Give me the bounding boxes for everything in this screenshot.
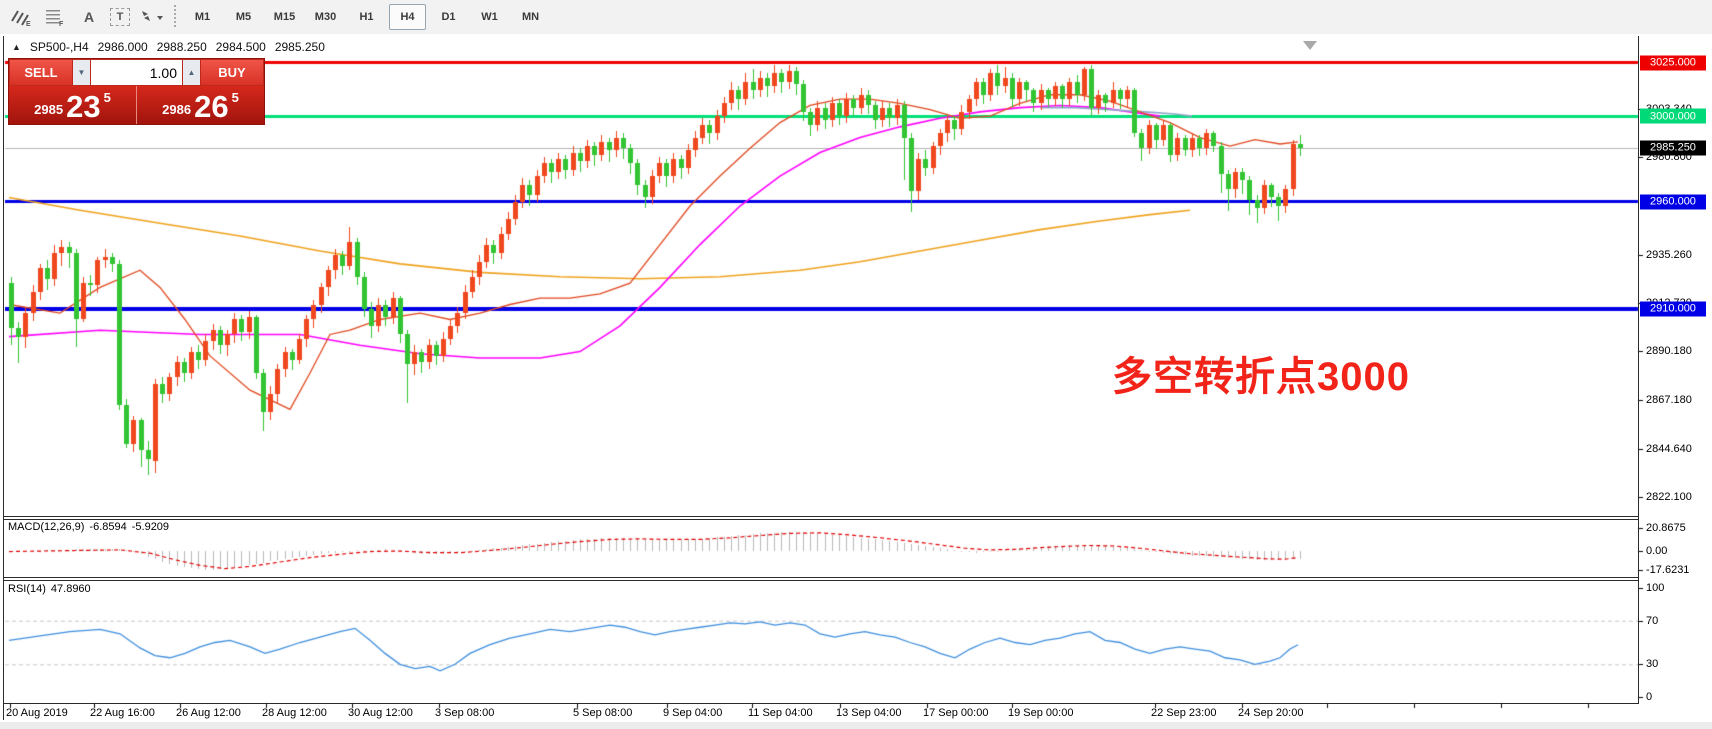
macd-pane-top-border (4, 519, 1638, 520)
time-axis-label: 30 Aug 12:00 (348, 707, 413, 719)
rsi-label: RSI(14) (8, 583, 46, 595)
one-click-trading-panel: SELL ▼ ▲ BUY 2985 23 5 2986 26 5 (8, 58, 265, 125)
macd-axis-label: 20.8675 (1646, 522, 1686, 534)
price-tag-label: 2910.000 (1640, 301, 1706, 317)
time-axis-label: 11 Sep 04:00 (748, 707, 813, 719)
time-axis-label: 22 Sep 23:00 (1151, 707, 1217, 719)
chart-header: ▲ SP500-,H4 2986.000 2988.250 2984.500 2… (12, 40, 325, 54)
macd-value-2: -5.9209 (131, 521, 170, 533)
price-tag-label: 3025.000 (1640, 55, 1706, 71)
price-tick-label: 2822.100 (1646, 490, 1692, 503)
rsi-value: 47.8960 (50, 583, 91, 595)
time-axis-label: 17 Sep 00:00 (923, 707, 989, 719)
buy-button[interactable]: BUY (201, 60, 263, 85)
macd-axis-label: -17.6231 (1646, 564, 1690, 576)
buy-price-sup: 5 (231, 90, 239, 105)
trade-panel-controls: SELL ▼ ▲ BUY (9, 59, 264, 86)
rsi-pane-top-border (4, 580, 1638, 581)
rsi-axis-label: 100 (1646, 582, 1665, 594)
rsi-axis-label: 70 (1646, 614, 1659, 627)
price-tag-label: 3000.000 (1640, 108, 1706, 124)
time-axis-label: 24 Sep 20:00 (1238, 707, 1304, 719)
time-axis-label: 22 Aug 16:00 (90, 707, 155, 719)
chart-collapse-arrow[interactable]: ▲ (12, 42, 21, 52)
volume-increase-button[interactable]: ▲ (183, 60, 200, 85)
rsi-pane-bottom-border (4, 703, 1638, 704)
price-axis-border (1638, 36, 1639, 704)
macd-pane-bottom-border (4, 577, 1638, 578)
main-pane-bottom-border (4, 516, 1638, 517)
chart-annotation-text: 多空转折点3000 (1112, 355, 1410, 399)
macd-value-1: -6.8594 (89, 521, 127, 533)
price-tick-label: 2867.180 (1646, 394, 1692, 407)
sell-price-display[interactable]: 2985 23 5 (9, 86, 137, 124)
chart-left-border (3, 36, 4, 720)
volume-input[interactable] (91, 60, 182, 85)
time-axis-label: 13 Sep 04:00 (836, 707, 902, 719)
price-tick-label: 2844.640 (1646, 442, 1692, 455)
ohlc-close: 2985.250 (274, 40, 325, 54)
macd-axis-label: 0.00 (1646, 545, 1668, 557)
time-axis-label: 19 Sep 00:00 (1008, 707, 1074, 719)
buy-price-small: 2986 (162, 102, 192, 117)
time-axis-label: 28 Aug 12:00 (262, 707, 327, 719)
sell-price-small: 2985 (34, 102, 64, 117)
time-axis-label: 5 Sep 08:00 (573, 707, 633, 719)
macd-label-row: MACD(12,26,9) -6.8594 -5.9209 (8, 521, 169, 533)
time-axis-label: 26 Aug 12:00 (176, 707, 241, 719)
price-tick-label: 2890.180 (1646, 345, 1692, 358)
volume-decrease-button[interactable]: ▼ (73, 60, 90, 85)
sell-button[interactable]: SELL (10, 60, 72, 85)
buy-price-display[interactable]: 2986 26 5 (137, 86, 264, 124)
price-tag-label: 2985.250 (1640, 140, 1706, 156)
trade-panel-prices: 2985 23 5 2986 26 5 (9, 86, 264, 124)
ohlc-low: 2984.500 (215, 40, 266, 54)
time-axis-label: 3 Sep 08:00 (435, 707, 495, 719)
macd-label: MACD(12,26,9) (8, 521, 85, 533)
time-axis-label: 9 Sep 04:00 (663, 707, 723, 719)
buy-price-big: 26 (194, 88, 229, 124)
chart-symbol-timeframe: SP500-,H4 (29, 40, 89, 54)
ohlc-high: 2988.250 (156, 40, 207, 54)
price-tick-label: 2935.260 (1646, 248, 1692, 261)
time-axis-label: 20 Aug 2019 (6, 707, 68, 719)
sell-price-big: 23 (66, 88, 101, 124)
price-tag-label: 2960.000 (1640, 194, 1706, 210)
rsi-label-row: RSI(14) 47.8960 (8, 583, 91, 595)
chart-shift-marker[interactable] (1303, 41, 1317, 50)
bottom-strip (0, 722, 1712, 729)
rsi-axis-label: 30 (1646, 658, 1659, 671)
ohlc-open: 2986.000 (97, 40, 148, 54)
sell-price-sup: 5 (103, 90, 111, 105)
rsi-axis-label: 0 (1646, 691, 1653, 703)
